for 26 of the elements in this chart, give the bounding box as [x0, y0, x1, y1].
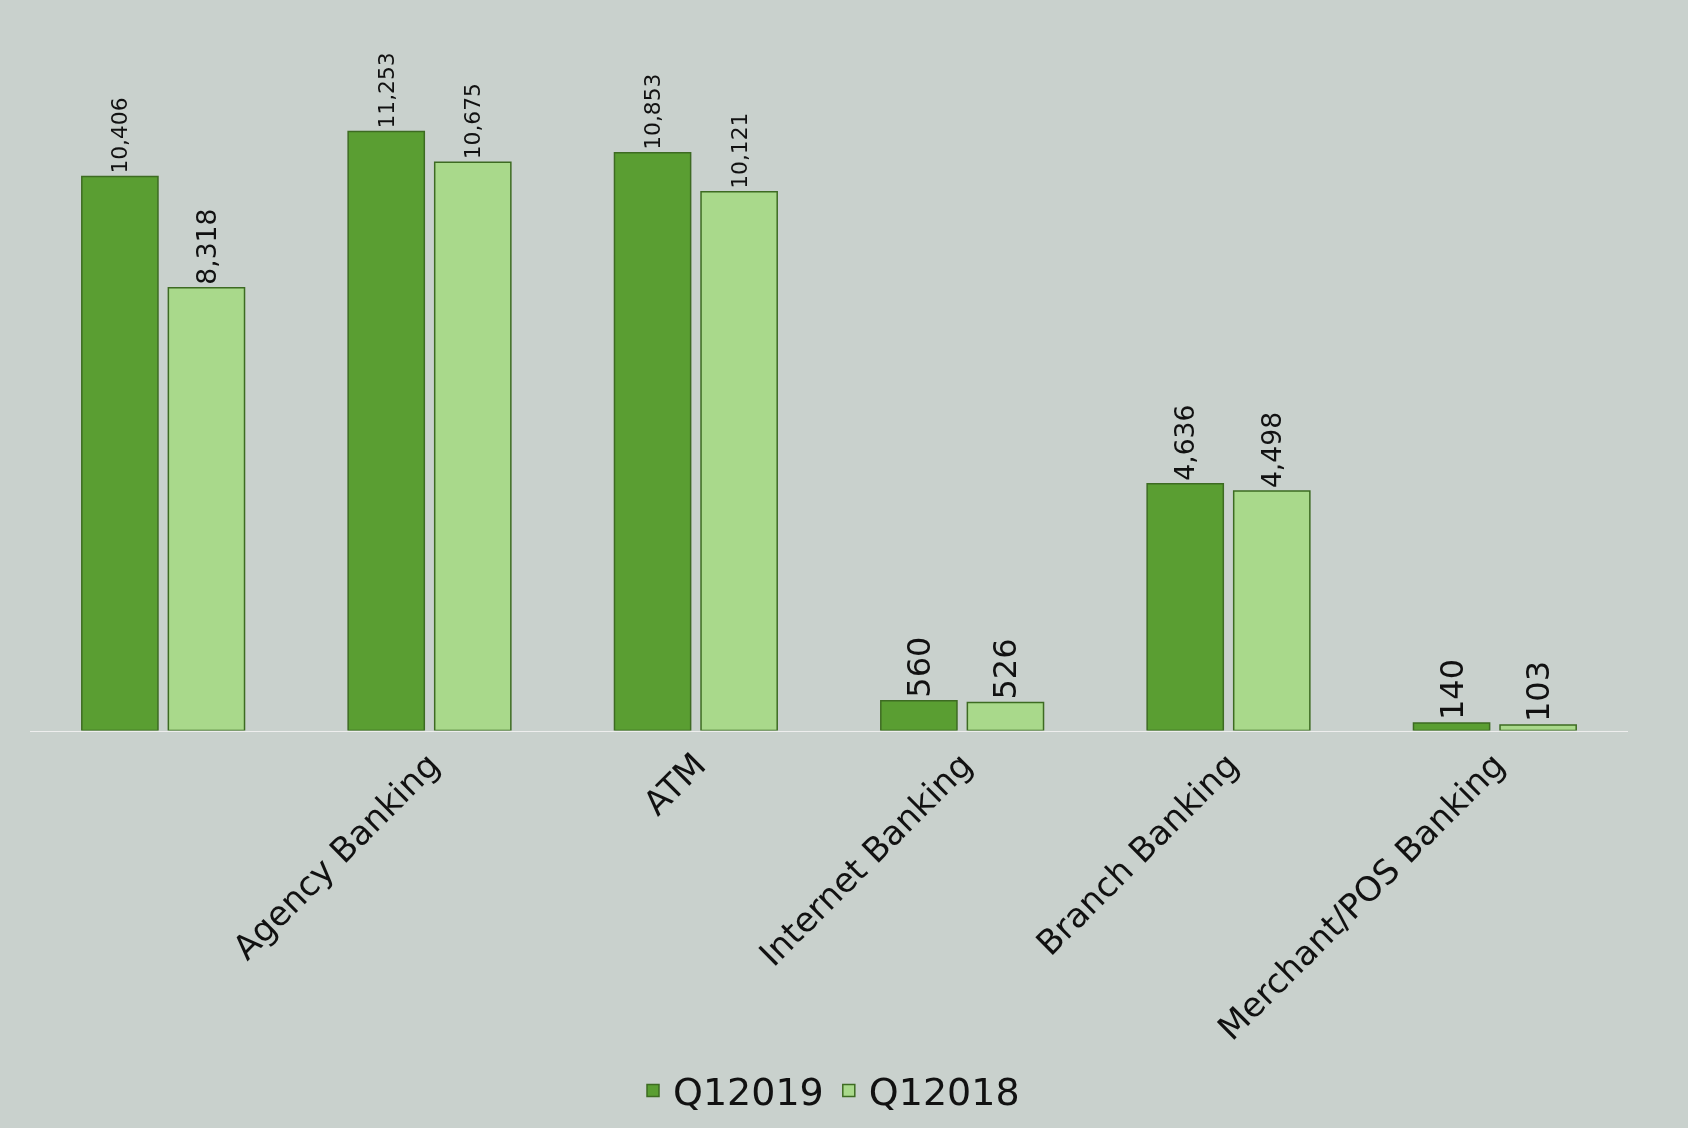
data-label: 10,675	[460, 83, 486, 160]
legend-label: Q12019	[673, 1070, 824, 1115]
data-label: 8,318	[190, 208, 222, 285]
legend-label: Q12018	[868, 1070, 1020, 1115]
bar	[347, 130, 426, 731]
data-label: 526	[986, 638, 1025, 700]
data-label: 140	[1432, 659, 1471, 721]
bar	[1499, 724, 1577, 731]
bar	[1232, 490, 1311, 731]
bar	[613, 152, 692, 731]
data-label: 11,253	[373, 52, 399, 129]
bar	[1146, 483, 1225, 731]
bar	[700, 191, 778, 731]
bar	[433, 161, 512, 731]
bar	[81, 175, 159, 731]
bar	[167, 287, 246, 731]
data-label: 10,406	[107, 97, 133, 174]
data-label: 4,498	[1255, 411, 1287, 489]
data-label: 4,636	[1169, 404, 1201, 481]
data-label: 10,121	[726, 112, 752, 189]
bar	[966, 701, 1045, 731]
data-label: 103	[1519, 660, 1558, 723]
bar	[1412, 722, 1491, 731]
bar	[880, 699, 958, 731]
data-label: 560	[899, 636, 938, 698]
data-label: 10,853	[640, 73, 666, 150]
